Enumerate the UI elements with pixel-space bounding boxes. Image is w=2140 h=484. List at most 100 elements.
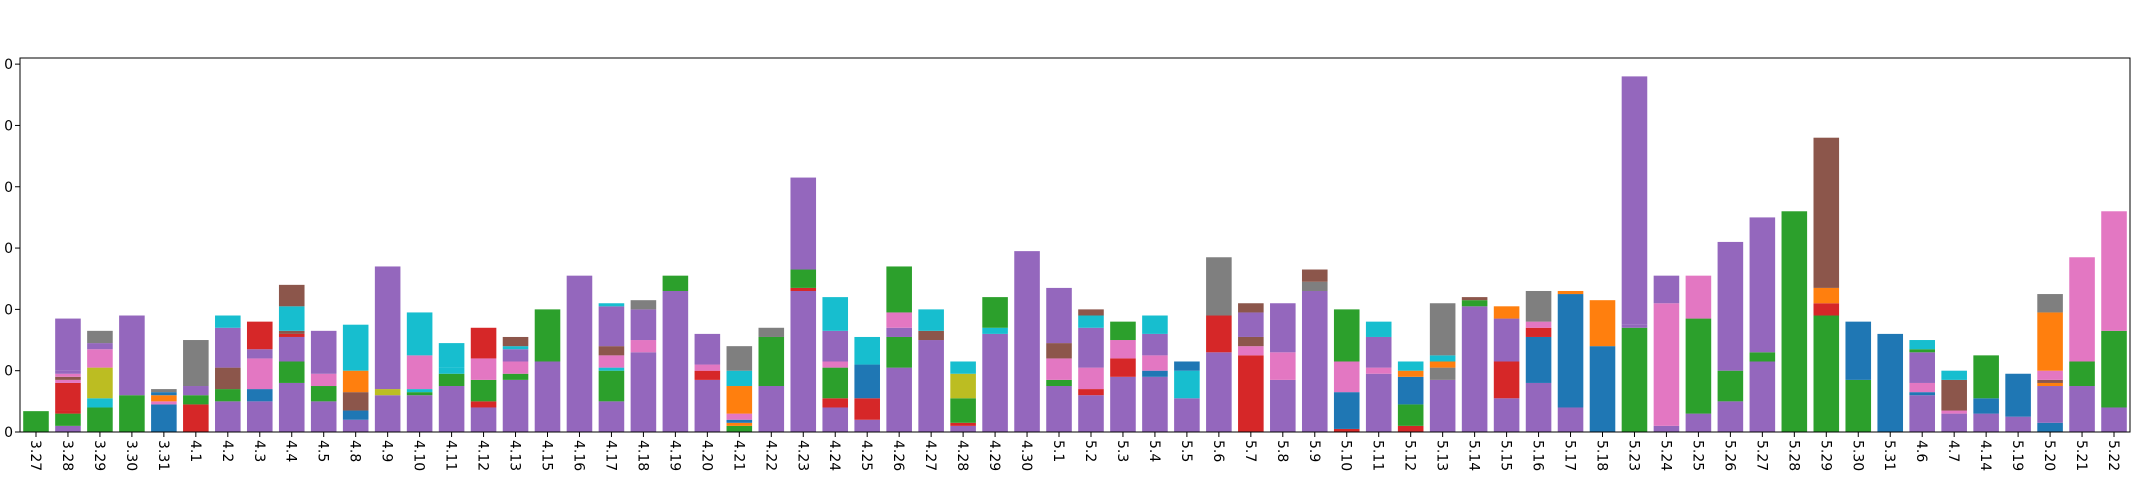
bar-segment-3.28-5 [55,376,81,380]
x-tick-label-4.26: 4.26 [890,440,906,471]
bar-segment-4.11-3 [438,343,465,368]
bar-segment-3.28-6 [55,373,81,377]
bar-segment-5.4-1 [1142,370,1168,377]
x-tick-label-5.30: 5.30 [1849,440,1865,471]
bar-segment-5.26-0 [1717,401,1744,432]
bar-segment-4.26-0 [886,367,912,432]
bar-segment-5.12-1 [1397,404,1424,426]
bar-segment-4.18-1 [630,340,657,353]
x-tick-label-5.31: 5.31 [1881,440,1897,471]
bar-segment-5.1-2 [1046,358,1072,380]
bar-segment-5.10-2 [1333,361,1360,393]
bar-segment-5.23-0 [1621,327,1648,432]
bar-segment-4.5-3 [310,330,337,374]
bar-segment-3.31-4 [151,389,177,393]
bar-segment-5.9-1 [1301,281,1328,291]
bar-segment-5.20-1 [2037,386,2063,423]
bar-segment-4.10-3 [406,355,433,390]
bar-segment-4.28-2 [950,398,976,423]
bar-segment-4.15-1 [534,309,561,362]
bar-segment-5.20-5 [2037,312,2063,371]
bar-segment-5.5-1 [1174,370,1200,399]
bar-segment-5.24-0 [1653,425,1680,432]
bar-segment-5.14-1 [1461,300,1488,307]
bar-segment-5.19-0 [2005,416,2031,432]
bar-segment-4.13-5 [502,336,529,347]
bar-segment-4.25-0 [854,419,880,432]
bar-segment-5.27-0 [1749,361,1776,432]
bar-segment-3.29-5 [87,330,113,344]
bar-segment-5.21-0 [2069,386,2095,432]
bar-segment-5.8-1 [1270,352,1296,380]
bar-segment-4.13-4 [502,346,529,350]
bar-segment-4.10-0 [406,395,433,432]
bar-segment-4.3-3 [246,349,273,359]
bar-segment-4.17-4 [598,346,625,356]
bar-segment-5.8-0 [1270,379,1296,432]
bar-segment-4.24-1 [822,398,849,408]
bar-segment-3.28-7 [55,370,81,374]
bar-segment-5.4-3 [1142,333,1168,356]
bar-segment-4.10-1 [406,392,433,396]
bar-segment-4.9-2 [374,266,401,390]
bar-segment-5.7-3 [1238,312,1264,337]
bar-segment-5.17-2 [1557,290,1584,295]
bar-segment-5.6-0 [1206,352,1232,432]
y-tick-label-10: 0 [4,364,13,380]
x-tick-label-5.29: 5.29 [1817,440,1833,471]
x-tick-label-4.10: 4.10 [411,440,427,471]
x-tick-label-5.22: 5.22 [2105,440,2121,471]
bar-segment-4.7-1 [1941,410,1967,414]
bar-segment-4.25-3 [854,336,880,365]
bar-segment-5.12-4 [1397,361,1424,371]
bar-segment-5.17-0 [1557,407,1584,432]
bar-segment-4.24-5 [822,297,849,331]
bar-segment-4.15-0 [534,361,561,432]
bar-segment-5.4-4 [1142,315,1168,334]
bar-segment-4.28-0 [950,425,976,432]
bar-segment-5.2-0 [1078,395,1104,432]
bar-segment-5.5-2 [1174,361,1200,371]
bar-segment-4.4-3 [278,333,305,337]
bar-segment-5.22-1 [2101,330,2127,408]
bar-segment-5.3-2 [1110,340,1136,359]
bar-segment-4.4-2 [278,336,305,362]
x-tick-label-5.7: 5.7 [1242,440,1258,462]
bar-segment-5.11-3 [1365,321,1392,337]
bar-segment-5.12-2 [1397,376,1424,405]
x-tick-label-3.29: 3.29 [91,440,107,471]
bar-segment-4.6-1 [1909,392,1935,396]
bar-segment-4.17-6 [598,303,625,307]
bar-segment-3.31-1 [151,401,177,405]
bar-segment-4.13-1 [502,373,529,380]
bar-segment-4.11-0 [438,386,465,432]
y-axis: 0 0 0 0 0 0 0 [4,57,20,441]
bar-segment-5.3-3 [1110,321,1136,341]
bar-segment-4.4-5 [278,306,305,331]
bar-segment-4.14-1 [1973,398,1999,414]
bar-segment-4.24-3 [822,361,849,368]
bar-segment-5.6-2 [1206,257,1232,316]
x-tick-label-4.18: 4.18 [634,440,650,471]
y-tick-label-20: 0 [4,302,13,318]
bar-segment-5.15-1 [1493,361,1520,399]
bar-segment-3.31-2 [151,395,177,402]
bar-segment-4.21-3 [726,413,753,420]
x-tick-label-4.28: 4.28 [954,440,970,471]
bar-segment-4.19-1 [662,275,689,291]
bar-segment-4.22-0 [758,386,785,432]
bar-segment-5.30-0 [1845,379,1872,432]
bar-segment-3.30-1 [119,315,145,396]
bar-segment-5.4-0 [1142,376,1168,432]
bar-segment-5.22-0 [2101,407,2127,432]
x-tick-label-5.21: 5.21 [2073,440,2089,471]
bar-segment-4.2-2 [215,367,241,390]
x-tick-label-3.28: 3.28 [59,440,75,471]
bar-segment-4.21-5 [726,370,753,387]
bar-segment-4.23-1 [790,287,817,291]
bar-segment-5.13-1 [1429,367,1456,380]
bar-segment-4.20-3 [694,333,721,365]
bar-segment-4.1-2 [183,386,209,396]
bar-segment-4.12-2 [470,379,497,402]
bar-segment-3.29-4 [87,343,113,350]
